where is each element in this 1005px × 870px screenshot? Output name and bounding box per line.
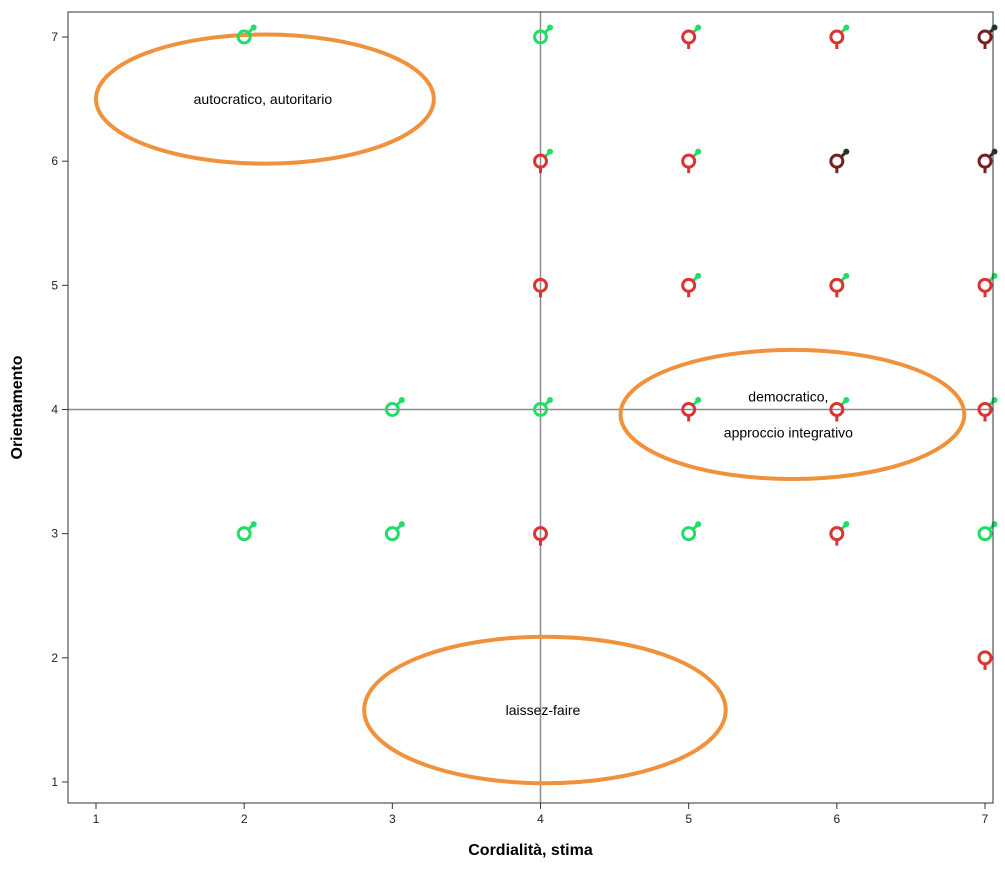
male-icon-head <box>250 24 257 31</box>
data-point <box>977 148 998 174</box>
female-icon <box>977 277 993 293</box>
male-icon-head <box>398 521 405 528</box>
y-tick-label: 1 <box>51 775 58 789</box>
data-point <box>236 521 257 542</box>
male-icon <box>236 29 252 45</box>
male-overlay-head <box>695 272 702 279</box>
male-icon <box>681 526 697 542</box>
male-overlay-head <box>991 272 998 279</box>
data-point <box>384 397 405 417</box>
x-tick-label: 7 <box>982 812 989 826</box>
data-point <box>384 521 405 542</box>
data-point <box>533 397 553 417</box>
y-tick-label: 3 <box>51 527 58 541</box>
data-point <box>977 272 998 298</box>
male-icon-head <box>695 521 702 528</box>
data-point <box>977 24 998 49</box>
x-tick-label: 1 <box>93 812 100 826</box>
male-overlay-head <box>695 24 702 31</box>
data-point <box>829 521 850 546</box>
female-icon <box>681 277 697 293</box>
data-point <box>533 277 548 298</box>
data-point <box>681 148 702 174</box>
male-overlay-head <box>991 148 998 155</box>
data-point <box>533 526 548 546</box>
male-icon-head <box>398 397 405 403</box>
female-icon <box>829 526 845 542</box>
annotation-laissez-faire: laissez-faire <box>362 634 728 786</box>
male-icon-head <box>547 397 553 403</box>
female-icon <box>977 29 993 45</box>
female-icon <box>829 153 845 169</box>
y-tick-label: 7 <box>51 30 58 44</box>
data-points-layer <box>236 24 998 670</box>
data-point <box>829 24 850 49</box>
male-icon <box>977 526 993 542</box>
y-axis-title: Orientamento <box>9 355 26 459</box>
annotation-autocratic: autocratico, autoritario <box>94 32 436 166</box>
data-point <box>681 397 702 422</box>
reference-lines-layer <box>68 12 993 803</box>
male-overlay-head <box>547 148 553 155</box>
female-icon <box>977 650 993 666</box>
male-overlay-head <box>991 24 998 31</box>
y-tick-label: 4 <box>51 403 58 417</box>
female-icon <box>977 153 993 169</box>
male-overlay-head <box>843 272 850 279</box>
male-overlay-head <box>843 521 850 528</box>
axes-layer: 1 2 3 4 5 6 7 1 2 3 4 5 6 7 <box>51 30 988 826</box>
data-point <box>681 272 702 298</box>
x-tick-label: 2 <box>241 812 248 826</box>
annotation-ellipse <box>362 634 728 786</box>
annotation-label: autocratico, autoritario <box>194 91 333 107</box>
y-tick-label: 2 <box>51 651 58 665</box>
annotation-label: laissez-faire <box>506 702 581 718</box>
male-overlay-head <box>843 148 850 155</box>
annotation-label: approccio integrativo <box>724 424 853 440</box>
annotation-ellipse <box>618 347 967 482</box>
y-tick-label: 6 <box>51 154 58 168</box>
annotation-label: democratico, <box>748 388 828 404</box>
data-point <box>236 24 257 45</box>
annotation-ellipse <box>94 32 436 166</box>
plot-frame <box>67 11 994 804</box>
data-point <box>829 272 850 298</box>
annotation-ellipses-layer: autocratico, autoritario democratico, appr… <box>94 32 967 786</box>
male-icon-head <box>250 521 257 528</box>
male-icon <box>384 526 400 542</box>
male-icon <box>236 526 252 542</box>
female-icon <box>681 153 697 169</box>
male-overlay-head <box>695 397 702 403</box>
male-icon <box>533 29 548 45</box>
y-tick-label: 5 <box>51 278 58 292</box>
x-tick-label: 6 <box>833 812 840 826</box>
data-point <box>977 521 998 542</box>
x-axis-title: Cordialità, stima <box>468 842 593 859</box>
data-point <box>829 397 850 422</box>
data-point <box>829 148 850 174</box>
data-point <box>681 24 702 49</box>
male-overlay-head <box>991 397 998 403</box>
x-tick-label: 4 <box>537 812 544 826</box>
male-overlay-head <box>695 148 702 155</box>
data-point <box>977 650 993 670</box>
annotation-democratic: democratico, approccio integrativo <box>618 347 967 482</box>
female-icon <box>681 29 697 45</box>
male-icon <box>384 402 400 417</box>
x-tick-label: 3 <box>389 812 396 826</box>
male-overlay-head <box>843 24 850 31</box>
female-icon <box>829 277 845 293</box>
data-point <box>533 24 553 45</box>
male-icon <box>533 402 548 417</box>
x-tick-label: 5 <box>685 812 692 826</box>
male-overlay-head <box>843 397 850 403</box>
data-point <box>533 148 553 174</box>
female-icon <box>829 29 845 45</box>
male-icon-head <box>991 521 998 528</box>
male-icon-head <box>547 24 553 31</box>
data-point <box>681 521 702 542</box>
